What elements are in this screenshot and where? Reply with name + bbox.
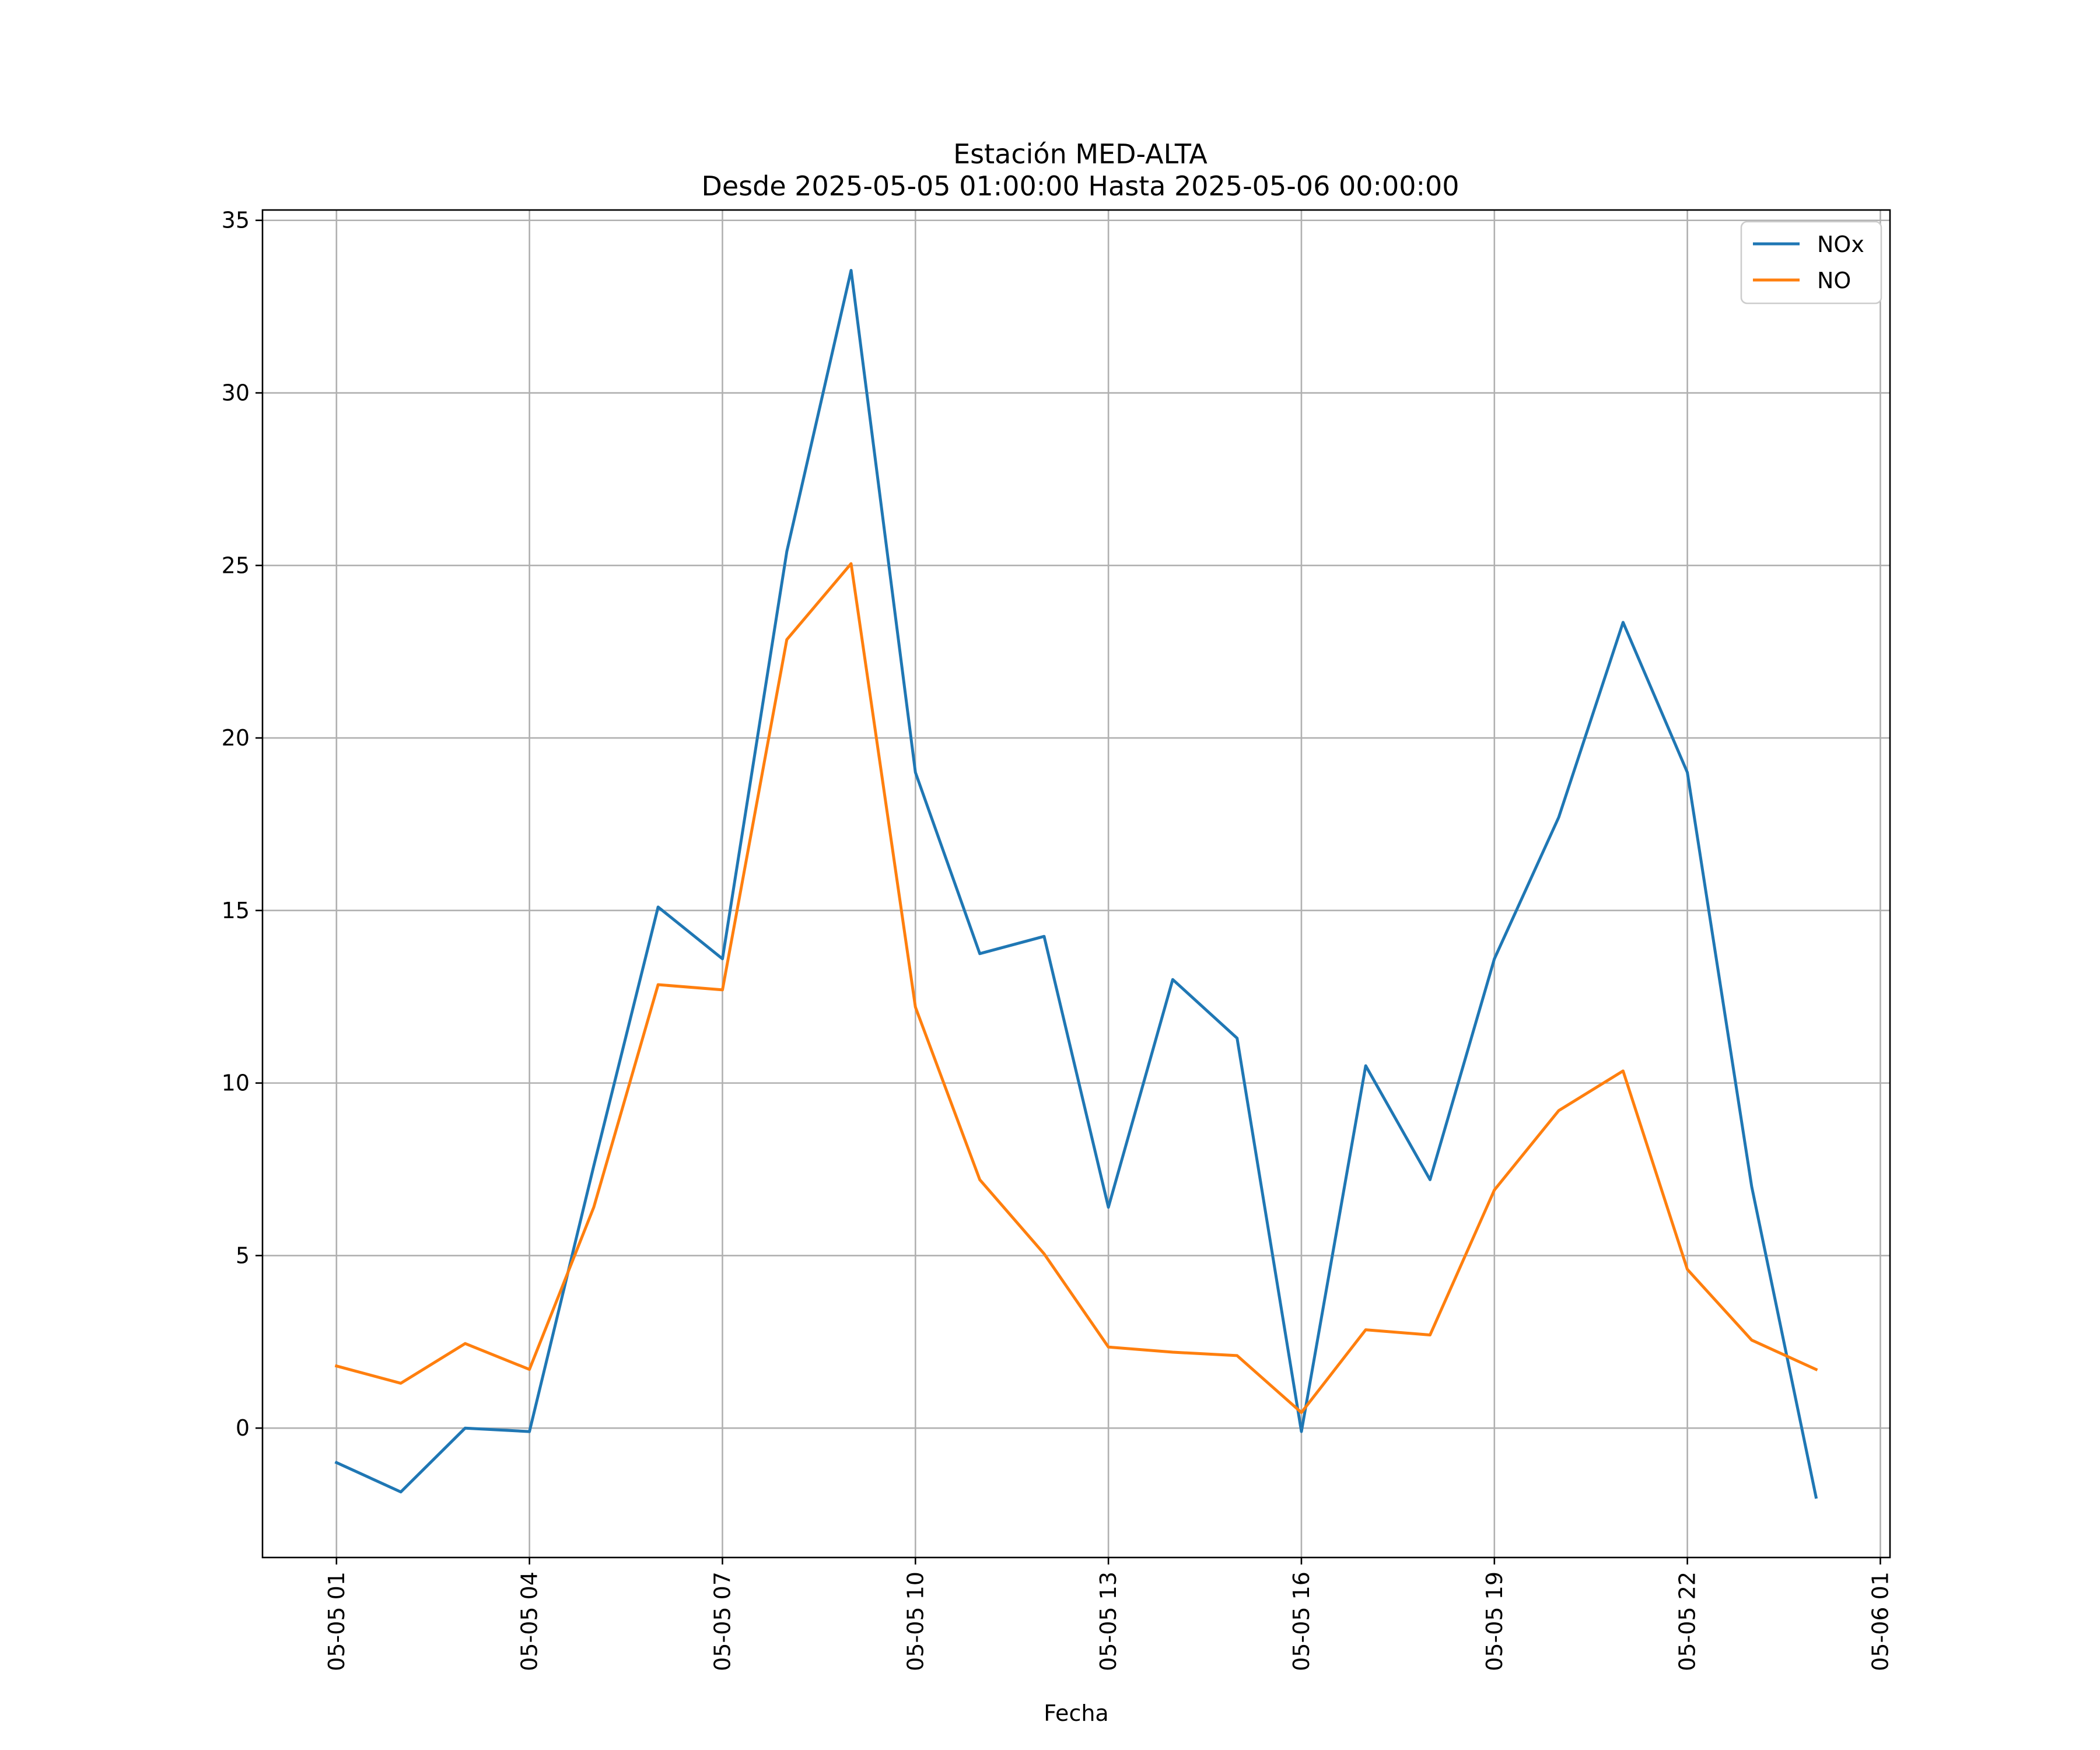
x-tick-label: 05-05 16	[1289, 1572, 1314, 1671]
x-tick-label: 05-05 01	[324, 1572, 349, 1671]
plot-frame	[261, 209, 1891, 1559]
y-tick-label: 15	[222, 898, 250, 923]
chart-title: Estación MED-ALTA	[953, 138, 1208, 170]
legend: NOx NO	[1740, 220, 1882, 304]
legend-box	[1740, 220, 1882, 304]
x-tick-label: 05-05 04	[517, 1572, 542, 1671]
x-tick-label: 05-05 07	[709, 1572, 735, 1671]
x-axis-label: Fecha	[1044, 1700, 1108, 1726]
series-line-no	[334, 562, 1818, 1414]
series-group	[334, 269, 1818, 1499]
grid	[262, 210, 1890, 1558]
y-tick-label: 35	[222, 208, 250, 233]
series-line-nox	[334, 269, 1818, 1499]
x-tick-label: 05-06 01	[1867, 1572, 1893, 1671]
y-tick-label: 30	[222, 380, 250, 406]
chart-subtitle: Desde 2025-05-05 01:00:00 Hasta 2025-05-…	[701, 170, 1459, 202]
plot-area	[262, 210, 1890, 1558]
legend-label-nox: NOx	[1817, 232, 1864, 257]
x-tick-label: 05-05 13	[1096, 1572, 1121, 1671]
x-tick-label: 05-05 19	[1482, 1572, 1507, 1671]
y-tick-label: 20	[222, 725, 250, 751]
legend-label-no: NO	[1817, 268, 1851, 293]
y-tick-label: 5	[236, 1242, 250, 1268]
x-tick-label: 05-05 10	[902, 1572, 928, 1671]
ticks: 0 5 10 15 20 25 30 35 05-05 01 05-05 04 05-05 07 05…	[222, 208, 1894, 1671]
y-tick-label: 25	[222, 552, 250, 578]
y-tick-label: 0	[236, 1415, 250, 1441]
y-tick-label: 10	[222, 1070, 250, 1096]
x-tick-label: 05-05 22	[1675, 1572, 1700, 1671]
